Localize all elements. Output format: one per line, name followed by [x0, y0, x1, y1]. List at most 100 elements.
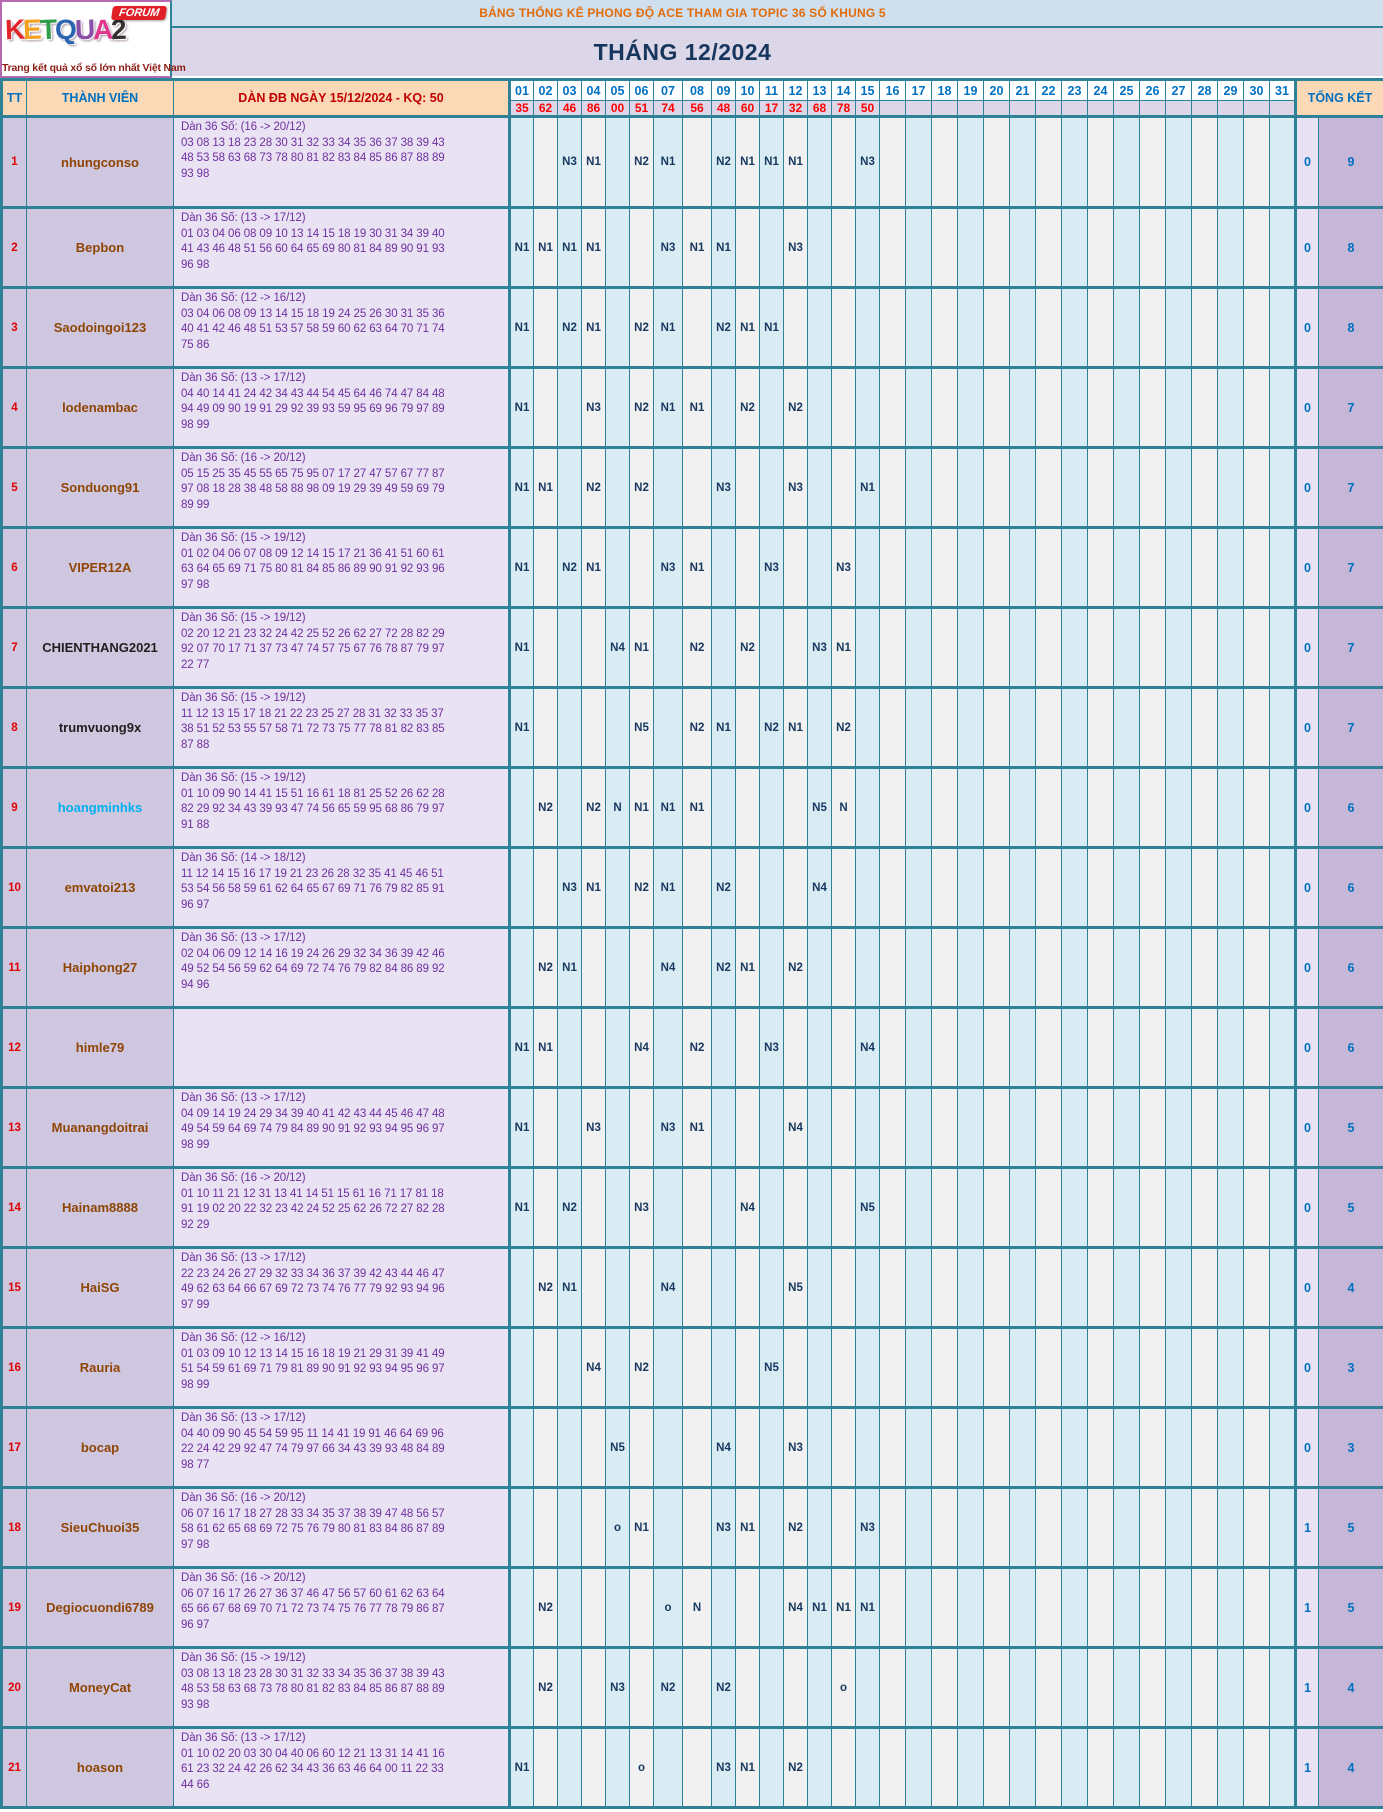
mark-cell-day-24: [1087, 766, 1114, 849]
mark-cell-day-05: o: [605, 1486, 630, 1569]
dan-numbers-cell: Dàn 36 Số: (15 -> 19/12) 11 12 13 15 17 1…: [173, 686, 511, 769]
mark-cell-day-30: [1243, 766, 1270, 849]
mark-cell-day-15: N5: [855, 1166, 880, 1249]
mark-cell-day-06: N2: [629, 366, 654, 449]
mark-cell-day-01: [509, 846, 534, 929]
mark-cell-day-14: [831, 366, 856, 449]
member-name: Bepbon: [26, 206, 174, 289]
mark-cell-day-06: [629, 206, 654, 289]
mark-cell-day-06: o: [629, 1726, 654, 1809]
dan-numbers-cell: Dàn 36 Số: (13 -> 17/12) 01 03 04 06 08 0…: [173, 206, 511, 289]
mark-cell-day-11: [759, 1726, 784, 1809]
mark-cell-day-29: [1217, 286, 1244, 369]
day-header: 23: [1061, 79, 1088, 101]
day-result: [983, 100, 1010, 117]
dan-numbers-cell: Dàn 36 Số: (15 -> 19/12) 02 20 12 21 23 3…: [173, 606, 511, 689]
day-result: 35: [509, 100, 534, 117]
mark-cell-day-19: [957, 766, 984, 849]
mark-cell-day-02: [533, 1726, 558, 1809]
dan-title: Dàn 36 Số: (15 -> 19/12): [181, 772, 306, 784]
mark-cell-day-21: [1009, 1486, 1036, 1569]
mark-cell-day-08: [682, 1646, 712, 1729]
dan-line: 82 29 92 34 43 39 93 47 74 56 65 59 95 6…: [181, 803, 445, 815]
day-header: 22: [1035, 79, 1062, 101]
mark-cell-day-02: N1: [533, 1006, 558, 1089]
mark-cell-day-14: o: [831, 1646, 856, 1729]
mark-cell-day-18: [931, 1406, 958, 1489]
mark-cell-day-07: N4: [653, 1246, 683, 1329]
mark-cell-day-06: N1: [629, 606, 654, 689]
mark-cell-day-24: [1087, 686, 1114, 769]
mark-cell-day-08: N1: [682, 1086, 712, 1169]
mark-cell-day-15: [855, 1646, 880, 1729]
mark-cell-day-21: [1009, 526, 1036, 609]
dan-line: 38 51 52 53 55 57 58 71 72 73 75 77 78 8…: [181, 723, 445, 735]
mark-cell-day-14: N2: [831, 686, 856, 769]
dan-title: Dàn 36 Số: (15 -> 19/12): [181, 692, 306, 704]
day-header: 18: [931, 79, 958, 101]
mark-cell-day-04: N1: [581, 846, 606, 929]
mark-cell-day-17: [905, 1006, 932, 1089]
mark-cell-day-08: [682, 1326, 712, 1409]
mark-cell-day-28: [1191, 766, 1218, 849]
summary-total: 7: [1318, 526, 1383, 609]
mark-cell-day-07: [653, 1726, 683, 1809]
dan-line: 98 99: [181, 1138, 210, 1151]
dan-numbers-cell: Dàn 36 Số: (12 -> 16/12) 03 04 06 08 09 1…: [173, 286, 511, 369]
mark-cell-day-02: N2: [533, 766, 558, 849]
mark-cell-day-12: N4: [783, 1086, 808, 1169]
mark-cell-day-18: [931, 686, 958, 769]
dan-line: 97 08 18 28 38 48 58 88 98 09 19 29 39 4…: [181, 483, 445, 495]
col-header-dan: DÀN ĐB NGÀY 15/12/2024 - KQ: 50: [173, 79, 511, 117]
day-header: 08: [682, 79, 712, 101]
mark-cell-day-19: [957, 1326, 984, 1409]
mark-cell-day-01: N1: [509, 686, 534, 769]
summary-miss: 0: [1294, 366, 1319, 449]
mark-cell-day-10: [735, 766, 760, 849]
table-row: 3 Saodoingoi123 Dàn 36 Số: (12 -> 16/12) 03…: [1, 286, 1383, 369]
mark-cell-day-23: [1061, 206, 1088, 289]
summary-total: 5: [1318, 1166, 1383, 1249]
mark-cell-day-21: [1009, 1646, 1036, 1729]
mark-cell-day-26: [1139, 1406, 1166, 1489]
member-name: Degiocuondi6789: [26, 1566, 174, 1649]
mark-cell-day-04: [581, 686, 606, 769]
mark-cell-day-10: [735, 206, 760, 289]
dan-line: 92 29: [181, 1218, 210, 1231]
mark-cell-day-11: [759, 1086, 784, 1169]
summary-miss: 0: [1294, 1166, 1319, 1249]
mark-cell-day-11: [759, 766, 784, 849]
mark-cell-day-21: [1009, 366, 1036, 449]
day-result: [1217, 100, 1244, 117]
dan-line: 48 53 58 63 68 73 78 80 81 82 83 84 85 8…: [181, 1683, 445, 1695]
mark-cell-day-12: [783, 1006, 808, 1089]
mark-cell-day-18: [931, 1486, 958, 1569]
mark-cell-day-13: N4: [807, 846, 832, 929]
mark-cell-day-30: [1243, 1646, 1270, 1729]
day-result: [1061, 100, 1088, 117]
mark-cell-day-28: [1191, 1566, 1218, 1649]
mark-cell-day-04: N1: [581, 206, 606, 289]
mark-cell-day-15: [855, 1726, 880, 1809]
dan-line: 89 99: [181, 498, 210, 511]
row-number: 13: [1, 1086, 27, 1169]
dan-line: 11 12 14 15 16 17 19 21 23 26 28 32 35 4…: [181, 867, 444, 880]
mark-cell-day-19: [957, 526, 984, 609]
dan-numbers-cell: Dàn 36 Số: (16 -> 20/12) 03 08 13 18 23 2…: [173, 115, 511, 209]
dan-line: 01 10 09 90 14 41 15 51 16 61 18 81 25 5…: [181, 787, 445, 800]
mark-cell-day-01: [509, 1246, 534, 1329]
dan-numbers-cell: [173, 1006, 511, 1089]
member-name: emvatoi213: [26, 846, 174, 929]
mark-cell-day-21: [1009, 686, 1036, 769]
mark-cell-day-08: [682, 1406, 712, 1489]
mark-cell-day-01: N1: [509, 526, 534, 609]
day-header: 26: [1139, 79, 1166, 101]
mark-cell-day-24: [1087, 1166, 1114, 1249]
mark-cell-day-10: [735, 1646, 760, 1729]
mark-cell-day-22: [1035, 1006, 1062, 1089]
mark-cell-day-27: [1165, 1406, 1192, 1489]
mark-cell-day-29: [1217, 766, 1244, 849]
mark-cell-day-13: [807, 1646, 832, 1729]
mark-cell-day-13: [807, 1086, 832, 1169]
mark-cell-day-31: [1269, 1166, 1296, 1249]
